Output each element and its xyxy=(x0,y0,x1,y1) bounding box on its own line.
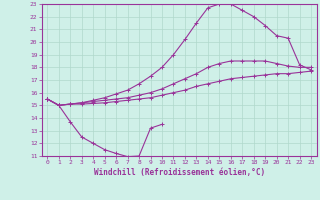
X-axis label: Windchill (Refroidissement éolien,°C): Windchill (Refroidissement éolien,°C) xyxy=(94,168,265,177)
